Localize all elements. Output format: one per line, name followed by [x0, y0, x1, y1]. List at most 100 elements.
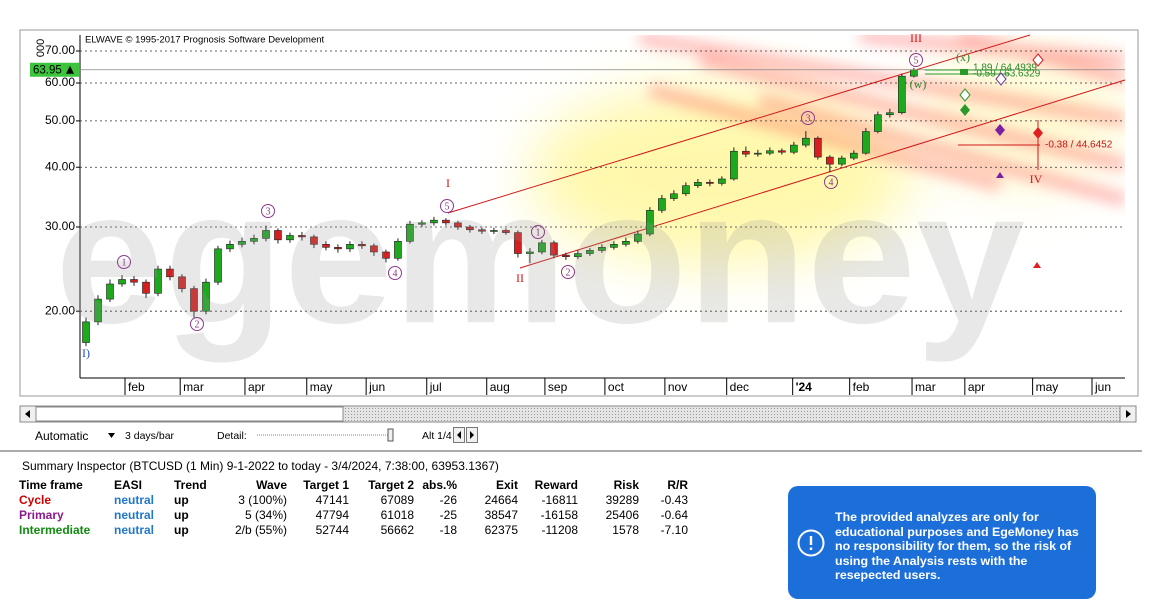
wave-label: I	[446, 176, 450, 190]
clipped-tick-label: 000	[35, 39, 47, 57]
interval-label[interactable]: 3 days/bar	[125, 430, 175, 442]
table-row: Cycle neutral up 3 (100%) 47141 67089 -26 24664…	[18, 493, 689, 508]
table-cell: 47794	[315, 508, 349, 522]
marks: 20.00 30.00 40.00 50.00 60.00 70.00 feb mar apr m…	[30, 43, 1125, 395]
table-cell: 2/b (55%)	[234, 523, 287, 537]
candle-body	[850, 152, 858, 159]
wave-label: 4	[829, 177, 834, 188]
table-cell: 39289	[605, 493, 639, 507]
glow-layer	[530, 35, 1125, 265]
table-cell: 5 (34%)	[244, 508, 287, 522]
candle-body	[298, 235, 306, 238]
candle-body	[442, 219, 450, 224]
candle-body	[610, 244, 618, 248]
candle-body	[634, 233, 642, 242]
table-cell: 56662	[380, 523, 414, 537]
candle-body	[166, 268, 174, 278]
mode-dropdown[interactable]: Automatic	[35, 429, 89, 443]
column-header: R/R	[667, 478, 688, 492]
candle-body	[766, 150, 774, 154]
chart-window: ELWAVE © 1995-2017 Prognosis Software De…	[0, 29, 1142, 452]
wave-circles	[117, 53, 923, 331]
diamond	[960, 104, 970, 116]
candle-body	[682, 185, 690, 195]
candle-body	[886, 112, 894, 116]
candle-body	[346, 244, 354, 250]
candle-body	[454, 222, 462, 228]
red-bands	[638, 35, 1125, 206]
table-cell: 47141	[315, 493, 349, 507]
wave-label: 2	[566, 267, 571, 278]
up-icon	[66, 65, 74, 74]
wave-label: 1	[536, 227, 541, 238]
x-tick-label: apr	[968, 380, 985, 394]
table-cell: -26	[439, 493, 457, 507]
arrow-icon	[25, 410, 30, 418]
candle-body	[550, 242, 558, 256]
chart-title: ELWAVE © 1995-2017 Prognosis Software De…	[85, 35, 325, 46]
wave-label: (x)	[956, 50, 970, 64]
table-cell: 24664	[484, 493, 518, 507]
candle-body	[658, 198, 666, 211]
column-header: abs.%	[422, 478, 457, 492]
candle-body	[370, 245, 378, 253]
table-cell: 61018	[380, 508, 414, 522]
diamond	[995, 72, 1007, 86]
x-tick-label: may	[1036, 380, 1059, 394]
table-cell: -7.10	[660, 523, 688, 537]
diamond	[959, 88, 971, 102]
x-tick-label: jun	[368, 380, 385, 394]
x-tick-label: feb	[853, 380, 870, 394]
diamond	[1032, 53, 1044, 67]
info-icon	[797, 529, 825, 557]
y-tick-label: 30.00	[45, 219, 75, 233]
target-annotation: 1.89 / 64.4939	[973, 63, 1037, 74]
candle-body	[802, 137, 810, 146]
column-header: Target 2	[368, 478, 414, 492]
channel-line	[447, 34, 1031, 214]
candle-body	[202, 281, 210, 312]
candle-body	[394, 241, 402, 259]
candle-body	[178, 276, 186, 289]
scroll-thumb[interactable]	[35, 406, 344, 422]
alt-buttons[interactable]	[453, 427, 479, 444]
candle-body	[250, 238, 258, 242]
candle-body	[598, 247, 606, 251]
candle-body	[862, 131, 870, 154]
candle-body	[334, 247, 342, 250]
candle-body	[898, 75, 906, 114]
column-header: Time frame	[19, 478, 83, 492]
table-cell: 62375	[484, 523, 518, 537]
notice-box: The provided analyzes are only for educa…	[788, 486, 1096, 599]
scrollbar[interactable]	[19, 405, 1137, 423]
table-cell: up	[174, 508, 189, 522]
candle-body	[538, 242, 546, 253]
x-tick-label: '24	[796, 380, 813, 394]
table-body: Cycle neutral up 3 (100%) 47141 67089 -26 24664…	[18, 493, 689, 538]
wave-label: I)	[82, 346, 90, 360]
candle-body	[322, 244, 330, 248]
column-header: Target 1	[303, 478, 349, 492]
candle-body	[490, 230, 498, 232]
table-cell: 3 (100%)	[238, 493, 287, 507]
detail-slider[interactable]	[255, 427, 397, 443]
column-header: EASI	[114, 478, 143, 492]
table-row: Intermediate neutral up 2/b (55%) 52744 56662…	[18, 523, 689, 538]
candle-body	[670, 193, 678, 199]
candle-body	[358, 244, 366, 247]
candle-body	[106, 283, 114, 300]
candle-body	[466, 226, 474, 231]
table-cell: Primary	[19, 508, 64, 522]
header-row: Time frame EASI Trend Wave Target 1 Target 2 a…	[18, 478, 689, 493]
candle-body	[226, 244, 234, 250]
triangle	[996, 172, 1004, 178]
candle-body	[142, 281, 150, 294]
y-tick-label: 20.00	[45, 303, 75, 317]
x-tick-label: aug	[490, 380, 510, 394]
wave-label: (w)	[910, 77, 927, 91]
column-header: Risk	[613, 478, 639, 492]
candle-body	[586, 250, 594, 254]
candle-body	[286, 235, 294, 241]
target-markers: 1.89 / 64.4939 -0.59 / 63.6329 -0.38 / 4…	[925, 53, 1113, 268]
